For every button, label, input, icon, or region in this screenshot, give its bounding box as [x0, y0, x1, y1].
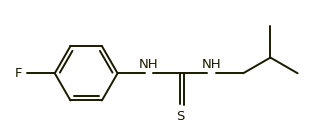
- Text: NH: NH: [202, 58, 221, 71]
- Text: S: S: [176, 110, 185, 123]
- Text: NH: NH: [139, 58, 159, 71]
- Text: F: F: [14, 67, 22, 80]
